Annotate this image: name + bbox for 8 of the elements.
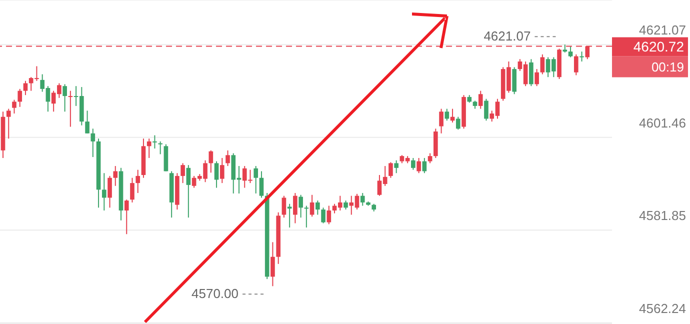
y-tick-label: 4562.24 [639,300,686,316]
y-tick-label: 4581.85 [639,208,686,224]
annotation: 4570.00 [192,286,239,302]
y-tick-label: 4601.46 [639,115,686,130]
text: 00:19 [651,59,684,74]
annotation: 4621.07 [484,28,531,44]
ref-line-label: 4620.72 [633,38,684,54]
y-tick-label: 4621.07 [639,22,686,38]
